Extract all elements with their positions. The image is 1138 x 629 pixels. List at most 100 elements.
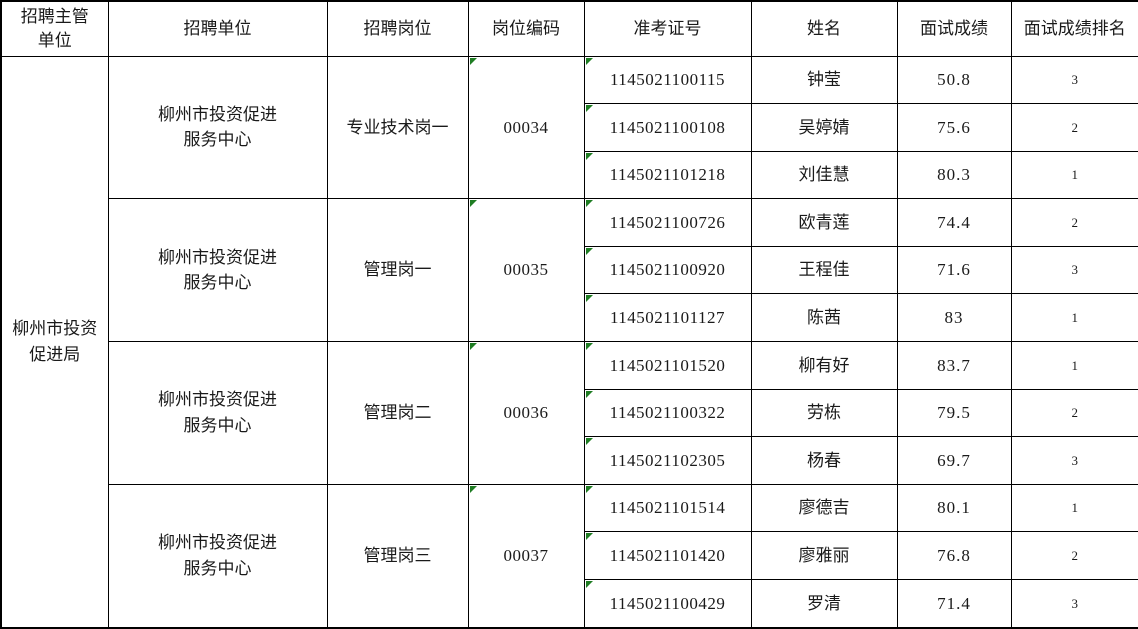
interview-rank-cell: 3 bbox=[1010, 245, 1138, 295]
ticket-number: 1145021102305 bbox=[609, 450, 726, 470]
candidate-name-cell: 杨春 bbox=[750, 436, 898, 485]
interview-rank-cell: 1 bbox=[1010, 340, 1138, 390]
ticket-number-cell: 1145021101520 bbox=[583, 340, 752, 390]
interview-score: 80.3 bbox=[937, 165, 971, 185]
header-label: 面试成绩 bbox=[920, 18, 988, 38]
ticket-number: 1145021100322 bbox=[609, 403, 726, 423]
candidate-name: 欧青莲 bbox=[798, 212, 850, 232]
ticket-number-cell: 1145021100115 bbox=[583, 55, 752, 105]
excel-flag-icon bbox=[585, 247, 593, 255]
interview-score-cell: 83.7 bbox=[896, 340, 1012, 390]
header-label: 面试成绩排名 bbox=[1023, 18, 1126, 38]
table-row: 柳州市投资促进服务中心 管理岗二 00036 1145021101520 柳有好… bbox=[1, 340, 1138, 485]
post-name-cell: 管理岗二 bbox=[326, 340, 469, 485]
post-name-label: 专业技术岗一 bbox=[346, 117, 449, 137]
table-row: 1145021100322 劳栋 79.5 2 bbox=[1, 388, 1138, 438]
column-header-name: 姓名 bbox=[750, 0, 898, 57]
post-code-label: 00037 bbox=[503, 546, 549, 566]
header-label: 姓名 bbox=[807, 18, 841, 38]
interview-score: 69.7 bbox=[937, 450, 971, 470]
candidate-name-cell: 吴婷婧 bbox=[750, 103, 898, 152]
column-header-supervisor-unit: 招聘主管单位 bbox=[0, 0, 109, 57]
interview-rank-cell: 1 bbox=[1010, 293, 1138, 342]
ticket-number-cell: 1145021101514 bbox=[583, 483, 752, 533]
excel-flag-icon bbox=[585, 152, 593, 160]
post-code-cell: 00037 bbox=[467, 483, 585, 629]
interview-score: 79.5 bbox=[937, 403, 971, 423]
excel-flag-icon bbox=[585, 105, 593, 113]
post-code-cell: 00036 bbox=[467, 340, 585, 485]
interview-score: 83 bbox=[944, 307, 964, 327]
table-row: 1145021100429 罗清 71.4 3 bbox=[1, 578, 1138, 629]
candidate-name: 廖雅丽 bbox=[798, 545, 850, 565]
post-name-label: 管理岗一 bbox=[363, 260, 432, 280]
interview-rank: 1 bbox=[1071, 500, 1079, 516]
candidate-name-cell: 柳有好 bbox=[750, 340, 898, 390]
interview-rank-cell: 3 bbox=[1010, 55, 1138, 105]
interview-rank-cell: 2 bbox=[1010, 388, 1138, 438]
post-code-label: 00034 bbox=[503, 117, 549, 137]
recruiting-unit-label: 柳州市投资促进服务中心 bbox=[158, 104, 277, 150]
candidate-name-cell: 钟莹 bbox=[750, 55, 898, 105]
interview-rank: 1 bbox=[1071, 167, 1079, 183]
ticket-number: 1145021100920 bbox=[609, 260, 726, 280]
post-code-cell: 00034 bbox=[467, 55, 585, 200]
post-code-label: 00036 bbox=[503, 403, 549, 423]
column-header-recruiting-unit: 招聘单位 bbox=[107, 0, 328, 57]
ticket-number-cell: 1145021100429 bbox=[583, 578, 752, 629]
interview-score: 71.6 bbox=[937, 260, 971, 280]
candidate-name-cell: 欧青莲 bbox=[750, 198, 898, 247]
table-row: 1145021101420 廖雅丽 76.8 2 bbox=[1, 531, 1138, 580]
interview-rank-cell: 3 bbox=[1010, 578, 1138, 629]
interview-score-cell: 83 bbox=[896, 293, 1012, 342]
interview-rank: 1 bbox=[1071, 357, 1079, 373]
ticket-number-cell: 1145021100108 bbox=[583, 103, 752, 152]
interview-rank: 3 bbox=[1071, 595, 1079, 611]
ticket-number: 1145021101218 bbox=[609, 165, 726, 185]
excel-flag-icon bbox=[585, 580, 593, 588]
interview-score: 74.4 bbox=[937, 212, 971, 232]
ticket-number: 1145021100726 bbox=[609, 212, 726, 232]
ticket-number-cell: 1145021102305 bbox=[583, 436, 752, 485]
candidate-name-cell: 劳栋 bbox=[750, 388, 898, 438]
table-row: 柳州市投资促进局 柳州市投资促进服务中心 专业技术岗一 00034 114502… bbox=[0, 55, 1138, 629]
ticket-number: 1145021100108 bbox=[609, 117, 726, 137]
interview-rank-cell: 2 bbox=[1010, 531, 1138, 580]
ticket-number-cell: 1145021101218 bbox=[583, 150, 752, 200]
excel-flag-icon bbox=[585, 390, 593, 398]
table-row: 1145021101127 陈茜 83 1 bbox=[1, 293, 1138, 342]
candidate-name-cell: 廖雅丽 bbox=[750, 531, 898, 580]
excel-flag-icon bbox=[469, 57, 477, 65]
supervisor-unit-cell: 柳州市投资促进局 bbox=[0, 55, 109, 629]
interview-score: 71.4 bbox=[937, 593, 971, 613]
header-label: 招聘主管单位 bbox=[20, 6, 89, 50]
header-label: 招聘岗位 bbox=[363, 18, 432, 38]
ticket-number-cell: 1145021100322 bbox=[583, 388, 752, 438]
interview-rank: 2 bbox=[1071, 547, 1079, 563]
candidate-name: 刘佳慧 bbox=[798, 165, 850, 185]
interview-rank-cell: 1 bbox=[1010, 150, 1138, 200]
excel-flag-icon bbox=[585, 57, 593, 65]
header-label: 招聘单位 bbox=[183, 18, 252, 38]
interview-score: 83.7 bbox=[937, 355, 971, 375]
header-label: 岗位编码 bbox=[492, 18, 560, 38]
interview-rank: 2 bbox=[1071, 214, 1079, 230]
ticket-number-cell: 1145021101127 bbox=[583, 293, 752, 342]
interview-score: 75.6 bbox=[937, 117, 971, 137]
recruiting-unit-label: 柳州市投资促进服务中心 bbox=[158, 247, 277, 293]
table-row: 1145021100108 吴婷婧 75.6 2 bbox=[1, 103, 1138, 152]
interview-rank-cell: 2 bbox=[1010, 103, 1138, 152]
table-row: 1145021101218 刘佳慧 80.3 1 bbox=[1, 150, 1138, 200]
interview-rank-cell: 2 bbox=[1010, 198, 1138, 247]
candidate-name-cell: 罗清 bbox=[750, 578, 898, 629]
excel-flag-icon bbox=[585, 533, 593, 541]
ticket-number-cell: 1145021100726 bbox=[583, 198, 752, 247]
interview-score-cell: 50.8 bbox=[896, 55, 1012, 105]
interview-score-cell: 80.3 bbox=[896, 150, 1012, 200]
recruiting-unit-label: 柳州市投资促进服务中心 bbox=[158, 390, 277, 435]
interview-rank: 2 bbox=[1071, 119, 1079, 135]
interview-rank: 3 bbox=[1071, 72, 1079, 88]
excel-flag-icon bbox=[469, 342, 477, 350]
